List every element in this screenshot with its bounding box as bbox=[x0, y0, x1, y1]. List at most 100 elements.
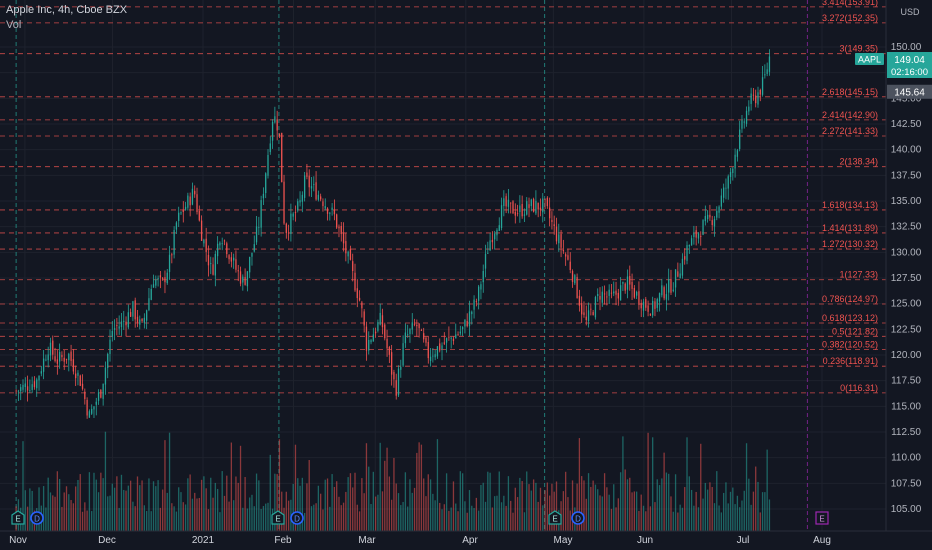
volume-bar bbox=[436, 439, 439, 531]
candle-body bbox=[670, 279, 672, 293]
candle-body bbox=[489, 240, 491, 251]
candle-body bbox=[679, 273, 681, 279]
volume-bar bbox=[633, 491, 636, 531]
volume-bar bbox=[132, 501, 134, 531]
volume-bar bbox=[684, 487, 686, 531]
time-tick-label: Mar bbox=[358, 535, 376, 546]
candle-body bbox=[725, 187, 727, 189]
volume-bar bbox=[482, 482, 484, 531]
candle-body bbox=[95, 401, 97, 405]
dividend-marker[interactable]: D bbox=[571, 511, 585, 525]
candle-body bbox=[180, 212, 182, 214]
volume-bar bbox=[281, 491, 283, 531]
volume-bar bbox=[725, 482, 727, 531]
earnings-marker[interactable]: E bbox=[271, 510, 285, 525]
volume-bar bbox=[134, 506, 136, 531]
price-tick-label: 130.00 bbox=[891, 247, 922, 258]
candle-body bbox=[333, 209, 336, 215]
candle-body bbox=[654, 301, 656, 309]
volume-bar bbox=[638, 510, 640, 531]
time-tick-label: Nov bbox=[9, 535, 27, 546]
volume-bar bbox=[120, 474, 123, 531]
candle-body bbox=[571, 271, 574, 282]
volume-bar bbox=[333, 486, 336, 531]
candle-body bbox=[455, 334, 457, 339]
fibonacci-extension[interactable]: 3.414(153.91) 3.272(152.35) 3(149.35) 2.618… bbox=[0, 0, 886, 394]
earnings-marker[interactable]: E bbox=[11, 510, 25, 525]
candle-body bbox=[141, 319, 143, 322]
volume-bar bbox=[608, 494, 610, 531]
earnings-marker[interactable]: E bbox=[548, 510, 562, 525]
dividend-marker[interactable]: D bbox=[290, 511, 304, 525]
volume-bar bbox=[342, 502, 345, 531]
volume-bar bbox=[693, 505, 695, 531]
volume-bar bbox=[306, 483, 308, 531]
candle-body bbox=[716, 210, 718, 218]
volume-bar bbox=[285, 491, 287, 531]
price-tick-label: 142.50 bbox=[891, 119, 922, 130]
candle-body bbox=[281, 132, 283, 183]
volume-bar bbox=[491, 507, 494, 531]
candle-body bbox=[324, 206, 326, 209]
candle-body bbox=[340, 225, 342, 235]
candle-body bbox=[647, 305, 649, 312]
volume-bar bbox=[77, 479, 79, 531]
candle-body bbox=[645, 299, 647, 308]
candle-body bbox=[397, 368, 400, 396]
currency-label: USD bbox=[900, 7, 920, 17]
candle-body bbox=[168, 254, 171, 272]
volume-bar bbox=[768, 499, 771, 531]
upcoming-earnings-marker[interactable]: E bbox=[815, 511, 829, 525]
volume-bar bbox=[617, 498, 619, 531]
candle-body bbox=[372, 334, 374, 342]
volume-bar bbox=[597, 489, 599, 531]
volume-bar bbox=[750, 504, 752, 531]
event-letter: E bbox=[552, 515, 557, 524]
candle-body bbox=[764, 74, 766, 76]
candle-body bbox=[91, 408, 93, 414]
volume-bar bbox=[173, 506, 175, 531]
candle-body bbox=[212, 264, 214, 275]
candle-body bbox=[457, 334, 459, 336]
fib-level-label: 1(127.33) bbox=[839, 270, 878, 280]
volume-bar bbox=[642, 505, 645, 531]
candle-body bbox=[677, 271, 679, 277]
volume-bar bbox=[242, 507, 244, 531]
volume-bar bbox=[619, 472, 622, 531]
volume-bar bbox=[752, 491, 755, 531]
event-letter: E bbox=[15, 515, 20, 524]
candle-body bbox=[768, 56, 771, 72]
volume-bar bbox=[116, 476, 118, 531]
volume-bar bbox=[400, 505, 402, 531]
volume-bar bbox=[310, 506, 313, 531]
candle-body bbox=[244, 276, 246, 285]
volume-bar bbox=[118, 507, 120, 531]
volume-bar bbox=[93, 472, 95, 531]
candle-body bbox=[686, 245, 688, 261]
price-axis[interactable]: USD150.00147.50145.00142.50140.00137.501… bbox=[891, 7, 922, 515]
candle-body bbox=[93, 406, 95, 410]
volume-bar bbox=[292, 483, 294, 531]
candle-body bbox=[503, 198, 505, 207]
candle-body bbox=[402, 343, 404, 366]
volume-bar bbox=[368, 466, 370, 531]
volume-bar bbox=[214, 482, 216, 531]
candle-body bbox=[448, 336, 450, 338]
candle-body bbox=[150, 288, 152, 300]
volume-bar bbox=[267, 502, 269, 531]
candle-body bbox=[734, 154, 736, 169]
time-tick-label: 2021 bbox=[192, 535, 215, 546]
dividend-marker[interactable]: D bbox=[30, 511, 44, 525]
price-tick-label: 107.50 bbox=[891, 478, 922, 489]
fib-level-label: 0.618(123.12) bbox=[822, 313, 878, 323]
time-axis[interactable]: Nov Dec 2021 Feb Mar Apr May Jun Jul Aug bbox=[9, 535, 831, 546]
candle-body bbox=[560, 234, 562, 248]
candle-body bbox=[253, 244, 255, 252]
volume-bar bbox=[237, 482, 239, 531]
candle-body bbox=[331, 207, 333, 211]
volume-bar bbox=[427, 474, 429, 531]
volume-bar bbox=[260, 508, 262, 531]
volume-bar bbox=[180, 492, 182, 531]
